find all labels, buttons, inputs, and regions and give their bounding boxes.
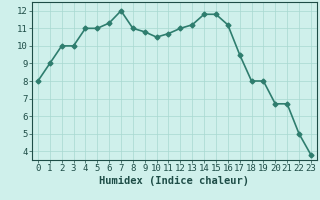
X-axis label: Humidex (Indice chaleur): Humidex (Indice chaleur)	[100, 176, 249, 186]
